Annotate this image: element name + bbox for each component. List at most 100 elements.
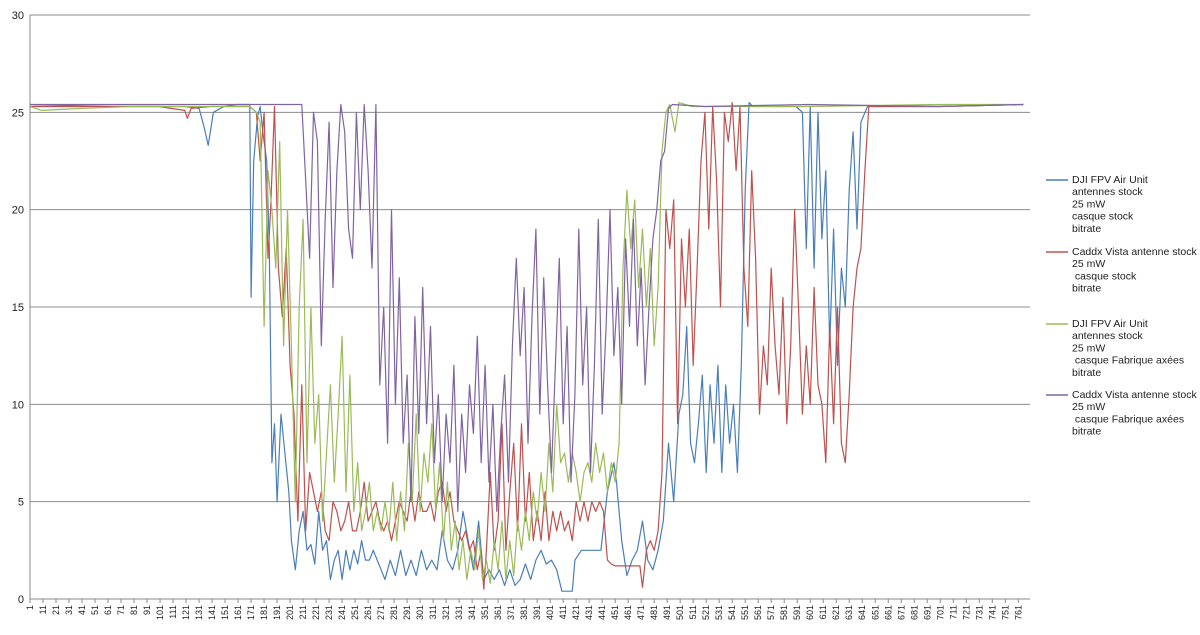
x-tick-label: 741: [987, 605, 997, 620]
legend: DJI FPV Air Unit antennes stock 25 mW casqu…: [1046, 174, 1197, 438]
series-line-1: [29, 101, 1024, 592]
x-tick-label: 651: [870, 605, 880, 620]
y-axis-ticks: 0 5 10 15 20 25 30: [12, 10, 24, 606]
x-tick-label: 761: [1013, 605, 1023, 620]
x-tick-label: 181: [259, 605, 269, 620]
y-tick-label: 30: [12, 10, 24, 22]
x-tick-label: 341: [467, 605, 477, 620]
legend-label-3: DJI FPV Air Unit antennes stock 25 mW casq…: [1072, 318, 1184, 379]
series-line-3: [29, 101, 1024, 585]
x-tick-label: 291: [402, 605, 412, 620]
x-tick-label: 531: [714, 605, 724, 620]
x-tick-label: 211: [298, 605, 308, 619]
x-tick-label: 671: [896, 605, 906, 620]
x-tick-label: 451: [610, 605, 620, 620]
x-tick-label: 321: [441, 605, 451, 620]
x-tick-label: 31: [64, 605, 74, 615]
x-tick-label: 571: [766, 605, 776, 620]
x-tick-label: 351: [480, 605, 490, 620]
x-tick-label: 1: [25, 605, 35, 610]
x-tick-label: 621: [831, 605, 841, 620]
x-tick-label: 691: [922, 605, 932, 620]
y-tick-label: 15: [12, 302, 24, 314]
y-tick-label: 20: [12, 205, 24, 217]
x-tick-label: 121: [181, 605, 191, 620]
x-tick-label: 601: [805, 605, 815, 620]
y-tick-label: 10: [12, 399, 24, 411]
series-line-2: [30, 101, 1024, 590]
x-tick-label: 701: [935, 605, 945, 620]
x-tick-label: 681: [909, 605, 919, 620]
x-tick-label: 551: [740, 605, 750, 620]
x-tick-label: 191: [272, 605, 282, 620]
x-tick-label: 421: [571, 605, 581, 620]
x-tick-label: 241: [337, 605, 347, 620]
x-tick-label: 581: [779, 605, 789, 620]
x-tick-label: 391: [532, 605, 542, 620]
x-tick-label: 641: [857, 605, 867, 620]
x-tick-label: 401: [545, 605, 555, 620]
x-tick-label: 611: [818, 605, 828, 619]
x-tick-label: 631: [844, 605, 854, 620]
x-tick-label: 381: [519, 605, 529, 620]
x-tick-label: 301: [415, 605, 425, 620]
x-tick-label: 461: [623, 605, 633, 620]
x-tick-label: 151: [220, 605, 230, 620]
x-tick-label: 131: [194, 605, 204, 620]
x-tick-label: 161: [233, 605, 243, 620]
legend-label-2: Caddx Vista antenne stock 25 mW casque st…: [1072, 246, 1197, 295]
y-tick-label: 5: [18, 497, 24, 509]
legend-label-4: Caddx Vista antenne stock 25 mW casque Fa…: [1072, 389, 1197, 438]
x-tick-label: 751: [1000, 605, 1010, 620]
x-tick-label: 371: [506, 605, 516, 620]
y-tick-label: 0: [18, 594, 24, 606]
x-tick-label: 411: [558, 605, 568, 619]
x-tick-label: 141: [207, 605, 217, 620]
x-tick-label: 71: [116, 605, 126, 615]
x-tick-label: 731: [974, 605, 984, 620]
x-tick-label: 311: [428, 605, 438, 619]
x-tick-label: 101: [155, 605, 165, 620]
x-tick-label: 721: [961, 605, 971, 620]
x-axis-ticks: 1 11 21 31 41 51 61 71 81 91 101 111 121 131 141 151 161…: [25, 599, 1023, 620]
x-tick-label: 51: [90, 605, 100, 615]
x-tick-label: 431: [584, 605, 594, 620]
x-tick-label: 441: [597, 605, 607, 620]
gridlines: [30, 14, 1030, 503]
x-tick-label: 21: [51, 605, 61, 615]
x-tick-label: 471: [636, 605, 646, 620]
x-tick-label: 201: [285, 605, 295, 620]
x-tick-label: 231: [324, 605, 334, 620]
x-tick-label: 361: [493, 605, 503, 620]
x-tick-label: 251: [350, 605, 360, 620]
axes: [29, 15, 1030, 600]
x-tick-label: 661: [883, 605, 893, 620]
x-tick-label: 261: [363, 605, 373, 620]
series-lines: [29, 101, 1024, 592]
y-tick-label: 25: [12, 107, 24, 119]
x-tick-label: 591: [792, 605, 802, 620]
x-tick-label: 91: [142, 605, 152, 615]
x-tick-label: 81: [129, 605, 139, 615]
series-line-4: [30, 103, 1024, 512]
x-tick-label: 711: [948, 605, 958, 619]
x-tick-label: 331: [454, 605, 464, 620]
x-tick-label: 511: [688, 605, 698, 619]
x-tick-label: 61: [103, 605, 113, 615]
x-tick-label: 11: [38, 605, 48, 614]
x-tick-label: 281: [389, 605, 399, 620]
x-tick-label: 491: [662, 605, 672, 620]
x-tick-label: 271: [376, 605, 386, 620]
x-tick-label: 41: [77, 605, 87, 615]
x-tick-label: 561: [753, 605, 763, 620]
x-tick-label: 521: [701, 605, 711, 620]
legend-label-1: DJI FPV Air Unit antennes stock 25 mW casqu…: [1072, 174, 1148, 235]
x-tick-label: 501: [675, 605, 685, 620]
x-tick-label: 111: [168, 605, 178, 619]
x-tick-label: 221: [311, 605, 321, 620]
x-tick-label: 541: [727, 605, 737, 620]
x-tick-label: 171: [246, 605, 256, 620]
x-tick-label: 481: [649, 605, 659, 620]
